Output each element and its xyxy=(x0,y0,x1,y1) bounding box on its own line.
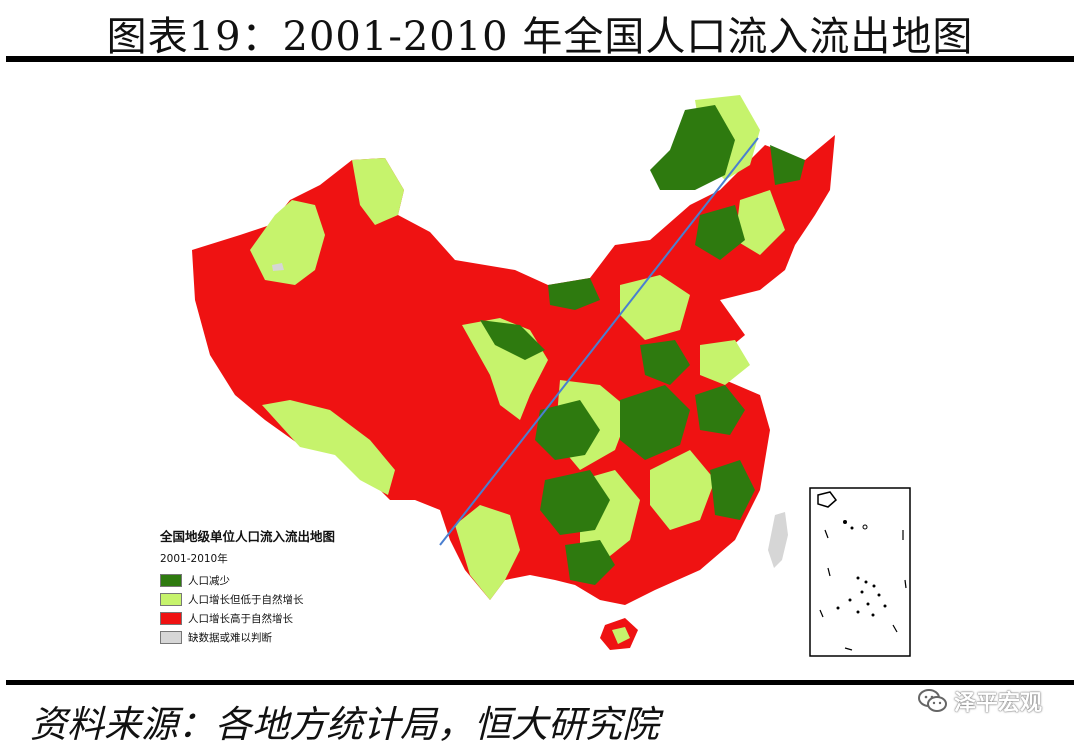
wechat-icon xyxy=(918,689,947,712)
inset-dash xyxy=(824,529,829,539)
region-dg-gansu xyxy=(480,320,545,360)
watermark-text: 泽平宏观 xyxy=(954,691,1043,716)
region-small-island xyxy=(272,263,284,271)
region-lg-xinjiang-west xyxy=(250,200,325,285)
region-dg-jiangxi xyxy=(710,460,755,520)
inset-island xyxy=(856,576,860,580)
inset-island xyxy=(862,524,868,530)
region-dg-guizhou xyxy=(540,470,610,535)
watermark: 泽平宏观 xyxy=(918,685,1042,717)
inset-island xyxy=(850,526,854,530)
map-dark-green-areas xyxy=(480,105,805,585)
region-lg-xinjiang-north xyxy=(352,158,404,225)
map-legend: 全国地级单位人口流入流出地图 2001-2010年 人口减少 人口增长但低于自然… xyxy=(160,526,460,647)
region-dg-guangxi xyxy=(565,540,615,585)
legend-swatch xyxy=(160,574,182,587)
inset-dash xyxy=(827,567,831,577)
legend-item-decrease: 人口减少 xyxy=(160,571,460,590)
region-dg-jilin xyxy=(695,205,745,260)
inset-island xyxy=(848,598,852,602)
region-dg-henan xyxy=(640,340,690,385)
region-taiwan xyxy=(768,512,788,568)
region-lg-yunnan xyxy=(455,505,520,600)
inset-island xyxy=(864,580,868,584)
legend-label: 人口减少 xyxy=(188,575,230,587)
inset-dash xyxy=(904,579,907,589)
legend-swatch xyxy=(160,612,182,625)
legend-item-fast-growth: 人口增长高于自然增长 xyxy=(160,609,460,628)
legend-label: 缺数据或难以判断 xyxy=(188,632,272,644)
region-lg-northeast-2 xyxy=(735,190,785,255)
legend-label: 人口增长但低于自然增长 xyxy=(188,594,304,606)
legend-subtitle: 2001-2010年 xyxy=(160,553,228,565)
region-lg-southeast xyxy=(650,450,715,530)
inset-dash xyxy=(892,624,898,633)
inset-island xyxy=(866,602,870,606)
map-islands xyxy=(272,263,788,650)
south-china-sea-inset xyxy=(809,487,911,657)
legend-item-no-data: 缺数据或难以判断 xyxy=(160,628,460,647)
inset-island xyxy=(883,604,887,608)
legend-item-slow-growth: 人口增长但低于自然增长 xyxy=(160,590,460,609)
inset-hainan xyxy=(817,491,838,508)
legend-title: 全国地级单位人口流入流出地图 xyxy=(160,529,336,544)
inset-island xyxy=(872,584,876,588)
inset-island xyxy=(856,610,860,614)
region-dg-hubei xyxy=(620,385,690,460)
region-lg-shandong xyxy=(700,340,750,385)
region-lg-tibet-south xyxy=(262,400,395,495)
legend-swatch xyxy=(160,631,182,644)
inset-island xyxy=(843,520,847,524)
inset-island xyxy=(836,606,840,610)
source-rule xyxy=(6,680,1074,685)
region-hainan-inner xyxy=(612,627,630,644)
hu-line xyxy=(439,137,759,546)
region-dg-northeast-east xyxy=(770,145,805,185)
region-dg-inner-mongolia xyxy=(548,278,600,310)
region-dg-sichuan-east xyxy=(535,400,600,460)
legend-label: 人口增长高于自然增长 xyxy=(188,613,293,625)
region-dg-heilongjiang xyxy=(650,105,735,190)
source-note: 资料来源：各地方统计局，恒大研究院 xyxy=(30,703,659,746)
inset-island xyxy=(860,590,864,594)
inset-island xyxy=(871,613,875,617)
legend-swatch xyxy=(160,593,182,606)
inset-dash xyxy=(819,609,824,618)
page-title: 图表19：2001-2010 年全国人口流入流出地图 xyxy=(106,14,974,60)
inset-frame xyxy=(809,487,911,657)
inset-dash xyxy=(844,647,853,651)
inset-island xyxy=(877,593,881,597)
china-population-map xyxy=(192,95,911,657)
region-dg-anhui xyxy=(695,385,745,435)
title-rule xyxy=(6,56,1074,62)
